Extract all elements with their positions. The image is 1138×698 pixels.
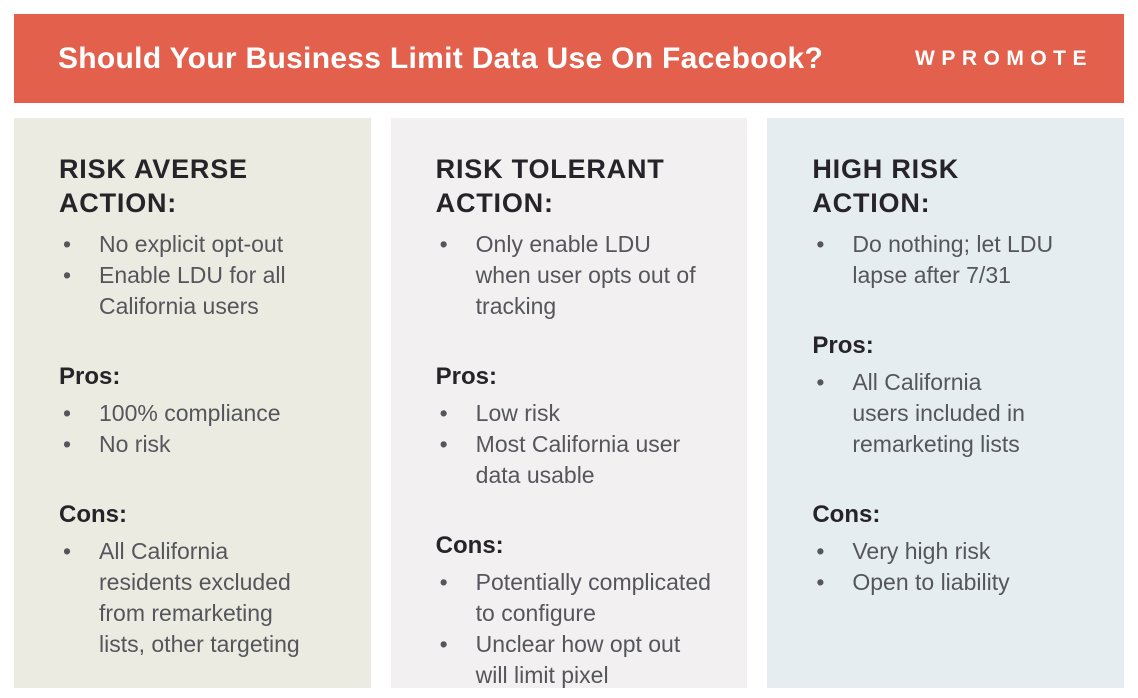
action-list: Do nothing; let LDU lapse after 7/31 bbox=[812, 229, 1098, 291]
pros-item: Low risk bbox=[436, 398, 722, 429]
column-risk-averse: RISK AVERSE ACTION: No explicit opt-out … bbox=[14, 118, 371, 688]
pros-list: All California users included in remarke… bbox=[812, 367, 1098, 460]
comparison-columns: RISK AVERSE ACTION: No explicit opt-out … bbox=[14, 118, 1125, 688]
cons-item: Very high risk bbox=[812, 536, 1098, 567]
action-item: No explicit opt-out bbox=[59, 229, 345, 260]
cons-item: All California residents excluded from r… bbox=[59, 536, 345, 660]
cons-list: Very high risk Open to liability bbox=[812, 536, 1098, 598]
pros-list: 100% compliance No risk bbox=[59, 398, 345, 460]
cons-item: Unclear how opt out will limit pixel bbox=[436, 629, 722, 688]
cons-label: Cons: bbox=[812, 501, 881, 528]
action-list: Only enable LDU when user opts out of tr… bbox=[436, 229, 722, 322]
column-risk-tolerant: RISK TOLERANT ACTION: Only enable LDU wh… bbox=[390, 118, 748, 688]
column-high-risk: HIGH RISK ACTION: Do nothing; let LDU la… bbox=[767, 118, 1125, 688]
page-title: Should Your Business Limit Data Use On F… bbox=[58, 41, 824, 75]
cons-label: Cons: bbox=[59, 501, 127, 528]
action-item: Only enable LDU when user opts out of tr… bbox=[436, 229, 722, 322]
column-heading: RISK TOLERANT ACTION: bbox=[435, 154, 665, 218]
cons-list: Potentially complicated to configure Unc… bbox=[436, 567, 722, 688]
pros-label: Pros: bbox=[59, 363, 121, 390]
cons-label: Cons: bbox=[435, 532, 504, 559]
pros-item: Most California user data usable bbox=[436, 429, 722, 491]
pros-list: Low risk Most California user data usabl… bbox=[436, 398, 722, 491]
column-heading: HIGH RISK ACTION: bbox=[812, 154, 960, 218]
header-banner: Should Your Business Limit Data Use On F… bbox=[14, 14, 1124, 103]
cons-list: All California residents excluded from r… bbox=[59, 536, 345, 660]
wpromote-logo: WPROMOTE bbox=[915, 46, 1093, 70]
column-heading: RISK AVERSE ACTION: bbox=[59, 154, 248, 218]
cons-item: Potentially complicated to configure bbox=[436, 567, 722, 629]
cons-item: Open to liability bbox=[812, 567, 1098, 598]
pros-label: Pros: bbox=[812, 332, 874, 359]
action-item: Do nothing; let LDU lapse after 7/31 bbox=[812, 229, 1098, 291]
pros-item: All California users included in remarke… bbox=[812, 367, 1098, 460]
pros-item: 100% compliance bbox=[59, 398, 345, 429]
action-item: Enable LDU for all California users bbox=[59, 260, 345, 322]
action-list: No explicit opt-out Enable LDU for all C… bbox=[59, 229, 345, 322]
pros-item: No risk bbox=[59, 429, 345, 460]
pros-label: Pros: bbox=[435, 363, 498, 390]
